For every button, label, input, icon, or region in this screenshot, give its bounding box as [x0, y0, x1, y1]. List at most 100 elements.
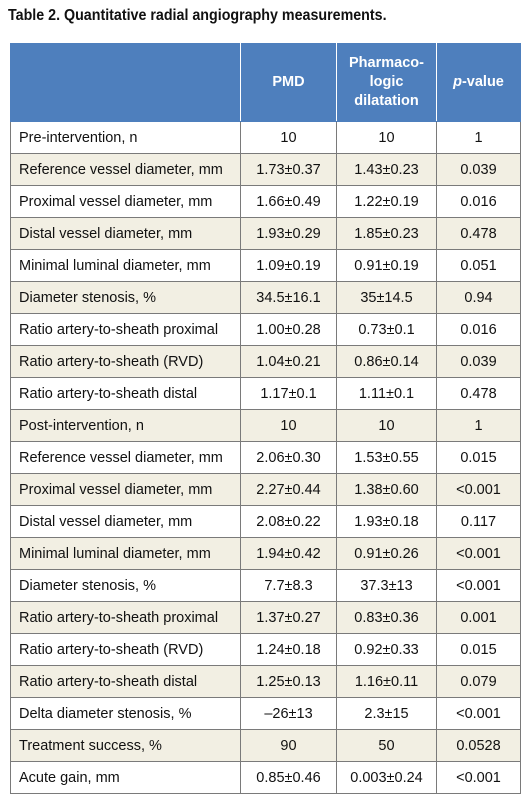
table-row: Proximal vessel diameter, mm 2.27±0.44 1.3… [10, 473, 521, 506]
pharmacologic-value: 37.3±13 [336, 569, 437, 602]
header-pharmacologic-dilatation: Pharmaco-logic dilatation [336, 43, 437, 122]
table-row: Ratio artery-to-sheath proximal 1.37±0.27… [10, 601, 521, 634]
pharmacologic-value: 35±14.5 [336, 281, 437, 314]
pmd-value: 1.73±0.37 [240, 153, 337, 186]
row-label: Ratio artery-to-sheath proximal [10, 601, 241, 634]
row-label: Pre-intervention, n [10, 121, 241, 154]
p-value: <0.001 [436, 537, 521, 570]
row-label: Ratio artery-to-sheath proximal [10, 313, 241, 346]
p-value: 0.001 [436, 601, 521, 634]
row-label: Diameter stenosis, % [10, 569, 241, 602]
pmd-value: –26±13 [240, 697, 337, 730]
pmd-value: 2.06±0.30 [240, 441, 337, 474]
table-row: Delta diameter stenosis, % –26±13 2.3±15 <0… [10, 697, 521, 730]
p-value: 0.94 [436, 281, 521, 314]
p-value: 1 [436, 409, 521, 442]
pharmacologic-value: 1.93±0.18 [336, 505, 437, 538]
pharmacologic-value: 0.003±0.24 [336, 761, 437, 794]
p-value: 0.039 [436, 153, 521, 186]
pharmacologic-value: 0.91±0.26 [336, 537, 437, 570]
pmd-value: 2.08±0.22 [240, 505, 337, 538]
pmd-value: 1.25±0.13 [240, 665, 337, 698]
pmd-value: 7.7±8.3 [240, 569, 337, 602]
p-value: 0.079 [436, 665, 521, 698]
pmd-value: 10 [240, 121, 337, 154]
table-caption: Table 2. Quantitative radial angiography… [8, 7, 387, 24]
table-row: Diameter stenosis, % 7.7±8.3 37.3±13 <0.001 [10, 569, 521, 602]
p-value: 0.039 [436, 345, 521, 378]
pmd-value: 1.24±0.18 [240, 633, 337, 666]
pmd-value: 0.85±0.46 [240, 761, 337, 794]
p-value: 0.016 [436, 185, 521, 218]
pharmacologic-value: 1.85±0.23 [336, 217, 437, 250]
table-row: Distal vessel diameter, mm 2.08±0.22 1.93±… [10, 505, 521, 538]
row-label: Distal vessel diameter, mm [10, 217, 241, 250]
pharmacologic-value: 0.92±0.33 [336, 633, 437, 666]
pmd-value: 10 [240, 409, 337, 442]
p-value: <0.001 [436, 473, 521, 506]
pmd-value: 1.04±0.21 [240, 345, 337, 378]
pharmacologic-value: 10 [336, 121, 437, 154]
angiography-table: PMD Pharmaco-logic dilatation p-value Pr… [10, 43, 521, 794]
table-row: Post-intervention, n 10 10 1 [10, 409, 521, 442]
table-row: Ratio artery-to-sheath (RVD) 1.04±0.21 0.8… [10, 345, 521, 378]
pmd-value: 1.17±0.1 [240, 377, 337, 410]
pharmacologic-value: 50 [336, 729, 437, 762]
row-label: Proximal vessel diameter, mm [10, 185, 241, 218]
p-value: 0.016 [436, 313, 521, 346]
row-label: Ratio artery-to-sheath (RVD) [10, 345, 241, 378]
p-value: 0.0528 [436, 729, 521, 762]
pmd-value: 1.93±0.29 [240, 217, 337, 250]
table-row: Acute gain, mm 0.85±0.46 0.003±0.24 <0.001 [10, 761, 521, 794]
header-p-value-italic: p [453, 74, 462, 90]
header-row: PMD Pharmaco-logic dilatation p-value [10, 43, 521, 122]
table-row: Ratio artery-to-sheath proximal 1.00±0.28… [10, 313, 521, 346]
table-row: Ratio artery-to-sheath (RVD) 1.24±0.18 0.9… [10, 633, 521, 666]
p-value: <0.001 [436, 569, 521, 602]
p-value: 0.478 [436, 217, 521, 250]
pharmacologic-value: 1.22±0.19 [336, 185, 437, 218]
p-value: 0.015 [436, 633, 521, 666]
pharmacologic-value: 1.38±0.60 [336, 473, 437, 506]
table-row: Ratio artery-to-sheath distal 1.17±0.1 1.1… [10, 377, 521, 410]
row-label: Distal vessel diameter, mm [10, 505, 241, 538]
pharmacologic-value: 1.16±0.11 [336, 665, 437, 698]
pharmacologic-value: 10 [336, 409, 437, 442]
pmd-value: 1.00±0.28 [240, 313, 337, 346]
row-label: Delta diameter stenosis, % [10, 697, 241, 730]
pharmacologic-value: 1.43±0.23 [336, 153, 437, 186]
row-label: Minimal luminal diameter, mm [10, 249, 241, 282]
pmd-value: 2.27±0.44 [240, 473, 337, 506]
pmd-value: 34.5±16.1 [240, 281, 337, 314]
p-value: <0.001 [436, 761, 521, 794]
table-row: Ratio artery-to-sheath distal 1.25±0.13 1.… [10, 665, 521, 698]
table-row: Pre-intervention, n 10 10 1 [10, 121, 521, 154]
header-p-value-rest: -value [461, 74, 504, 90]
row-label: Post-intervention, n [10, 409, 241, 442]
pmd-value: 1.94±0.42 [240, 537, 337, 570]
row-label: Ratio artery-to-sheath distal [10, 377, 241, 410]
row-label: Reference vessel diameter, mm [10, 441, 241, 474]
pmd-value: 1.37±0.27 [240, 601, 337, 634]
row-label: Ratio artery-to-sheath (RVD) [10, 633, 241, 666]
table-row: Treatment success, % 90 50 0.0528 [10, 729, 521, 762]
pharmacologic-value: 1.11±0.1 [336, 377, 437, 410]
pharmacologic-value: 1.53±0.55 [336, 441, 437, 474]
pharmacologic-value: 0.86±0.14 [336, 345, 437, 378]
pharmacologic-value: 0.73±0.1 [336, 313, 437, 346]
table-row: Diameter stenosis, % 34.5±16.1 35±14.5 0.94 [10, 281, 521, 314]
header-p-value: p-value [436, 43, 521, 122]
p-value: <0.001 [436, 697, 521, 730]
header-label [10, 43, 241, 122]
table-row: Proximal vessel diameter, mm 1.66±0.49 1.2… [10, 185, 521, 218]
p-value: 0.478 [436, 377, 521, 410]
row-label: Reference vessel diameter, mm [10, 153, 241, 186]
row-label: Acute gain, mm [10, 761, 241, 794]
pmd-value: 90 [240, 729, 337, 762]
row-label: Treatment success, % [10, 729, 241, 762]
table-row: Minimal luminal diameter, mm 1.94±0.42 0.9… [10, 537, 521, 570]
table-row: Distal vessel diameter, mm 1.93±0.29 1.85±… [10, 217, 521, 250]
pmd-value: 1.09±0.19 [240, 249, 337, 282]
p-value: 1 [436, 121, 521, 154]
header-pmd: PMD [240, 43, 337, 122]
